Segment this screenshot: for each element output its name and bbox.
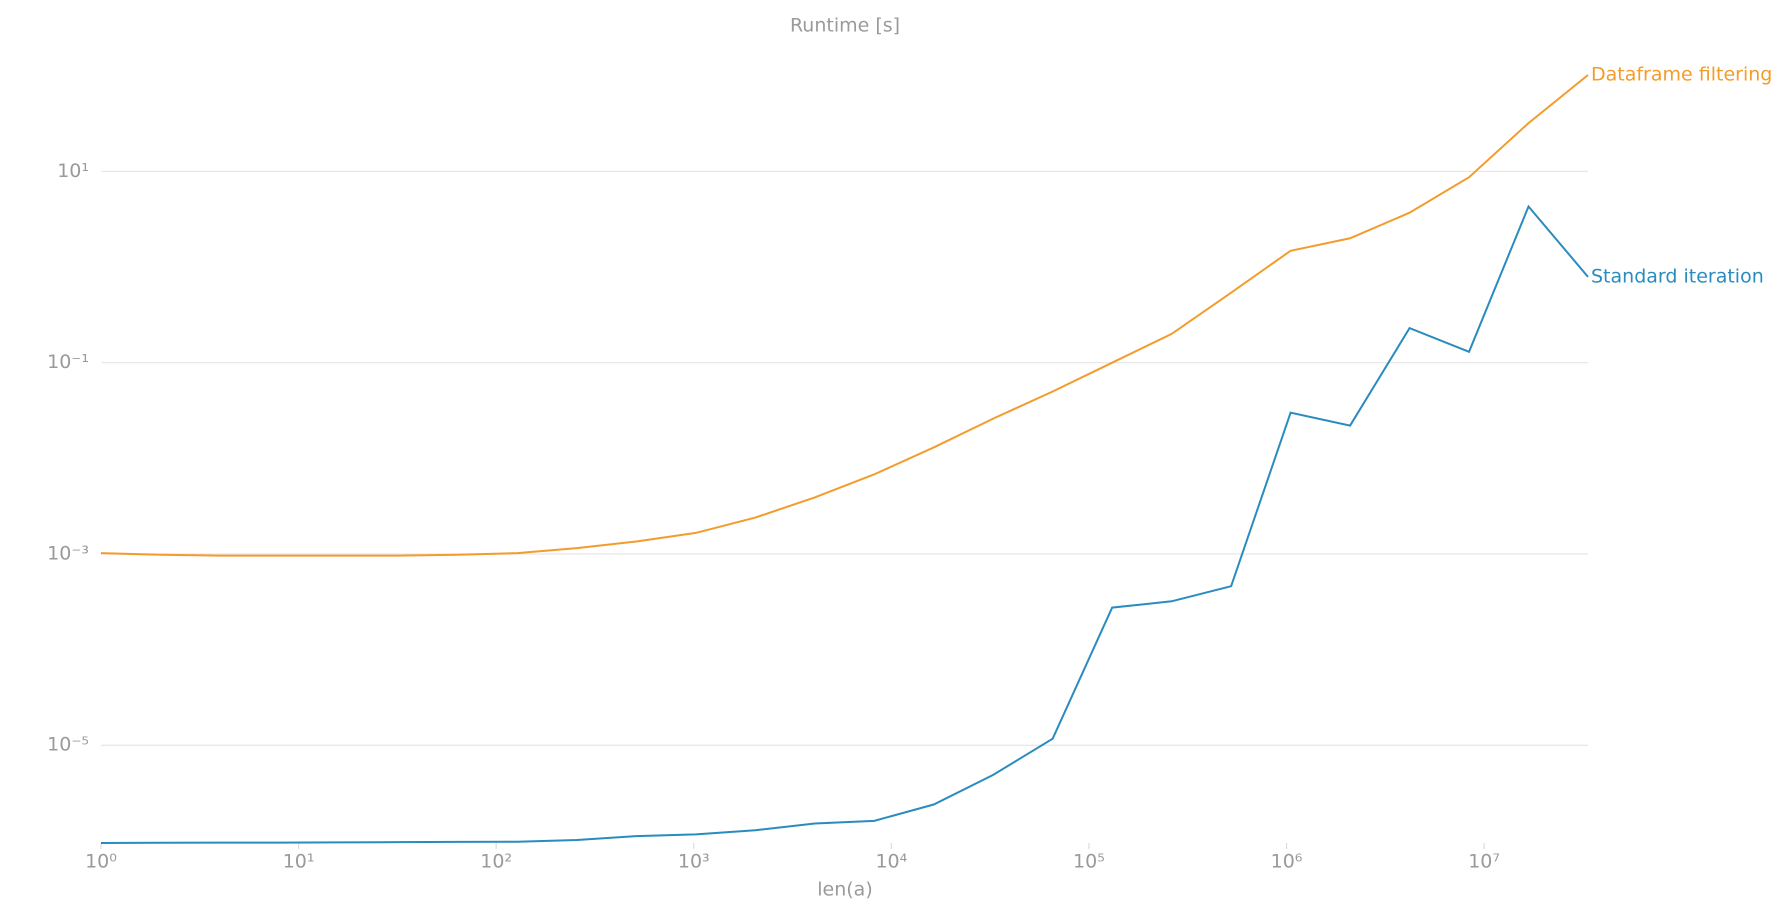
- y-tick-label: 10¹: [57, 160, 89, 182]
- series-line: [100, 204, 1589, 844]
- x-tick-label: 10³: [678, 851, 710, 873]
- y-tick-label: 10⁻¹: [47, 351, 89, 373]
- x-tick-label: 10²: [480, 851, 512, 873]
- chart-title: Runtime [s]: [790, 15, 900, 37]
- x-tick-label: 10⁴: [875, 851, 907, 873]
- series-line: [100, 74, 1589, 557]
- x-tick-label: 10⁷: [1468, 851, 1500, 873]
- y-tick-label: 10⁻³: [47, 542, 89, 564]
- x-tick-label: 10⁶: [1271, 851, 1303, 873]
- series-label: Dataframe filtering: [1591, 63, 1772, 85]
- series-label: Standard iteration: [1591, 265, 1764, 287]
- y-tick-label: 10⁻⁵: [47, 734, 89, 756]
- x-tick-label: 10⁰: [85, 851, 117, 873]
- x-tick-label: 10⁵: [1073, 851, 1105, 873]
- x-axis-label: len(a): [817, 879, 872, 901]
- x-tick-label: 10¹: [283, 851, 315, 873]
